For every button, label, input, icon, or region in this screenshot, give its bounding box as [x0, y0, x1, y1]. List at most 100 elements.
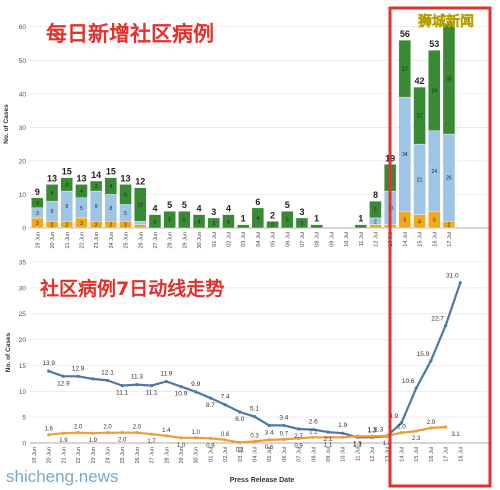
top-x-tick-label: 29 Jun — [182, 232, 188, 249]
bottom-x-tick-label: 18 Jul — [458, 447, 464, 462]
bar-total-label: 5 — [167, 200, 172, 210]
bar-total-label: 1 — [241, 214, 246, 224]
bar-segment-label: 4 — [256, 216, 259, 222]
bar-segment — [178, 211, 191, 229]
bar-segment — [163, 211, 176, 229]
bar-total-label: 2 — [270, 210, 275, 220]
bottom-x-tick-label: 09 Jul — [326, 447, 332, 462]
blue-data-label: 1.1 — [368, 426, 377, 433]
bottom-x-tick-label: 16 Jul — [429, 447, 435, 462]
bar-total-label: 42 — [415, 76, 425, 86]
top-x-tick-label: 25 Jun — [124, 232, 130, 249]
top-x-tick-label: 12 Jul — [373, 232, 379, 247]
bar-total-label: 3 — [211, 207, 216, 217]
blue-data-point — [252, 415, 257, 419]
bottom-x-tick-label: 11 Jul — [355, 447, 361, 461]
bar-total-label: 4 — [197, 204, 202, 214]
bottom-y-tick-label: 20 — [19, 337, 27, 344]
top-x-tick-label: 24 Jun — [109, 232, 115, 249]
bottom-x-tick-label: 17 Jul — [444, 447, 450, 462]
bar-segment-label: 2 — [51, 223, 54, 229]
bar-segment — [266, 221, 279, 229]
orange-data-point — [282, 437, 286, 441]
top-x-tick-label: 04 Jul — [256, 232, 262, 247]
orange-data-point — [326, 435, 330, 439]
top-x-tick-label: 05 Jul — [271, 232, 277, 247]
bar-segment-label: 3 — [301, 221, 304, 227]
bar-segment-label: 6 — [51, 209, 54, 215]
top-x-tick-label: 15 Jul — [418, 232, 424, 247]
bar-total-label: 1 — [358, 214, 363, 224]
bar-segment-label: 10 — [137, 203, 143, 209]
bottom-x-tick-label: 08 Jul — [311, 447, 317, 462]
bar-segment — [428, 49, 441, 131]
blue-data-label: 11.9 — [160, 370, 173, 377]
bar-total-label: 14 — [91, 170, 101, 180]
blue-data-label: 12.9 — [57, 380, 70, 387]
bottom-x-tick-label: 06 Jul — [282, 447, 288, 462]
blue-data-point — [223, 403, 227, 407]
top-x-tick-label: 14 Jul — [403, 232, 409, 247]
top-x-tick-label: 09 Jul — [329, 232, 335, 247]
orange-trend-line — [48, 425, 446, 444]
blue-data-point — [164, 379, 168, 384]
bar-segment-label: 3 — [36, 211, 39, 217]
bar-segment-label: 6 — [124, 192, 127, 198]
bar-segment — [236, 224, 250, 229]
bar-segment-label: 3 — [36, 201, 39, 207]
blue-data-label: 2.7 — [294, 433, 303, 440]
bar-segment-label: 4 — [418, 219, 421, 225]
bar-segment — [413, 86, 426, 145]
bottom-x-tick-label: 29 Jun — [179, 447, 185, 464]
bar-segment-label: 26 — [446, 176, 452, 182]
bar-segment — [119, 184, 132, 205]
top-x-tick-label: 19 Jun — [35, 232, 41, 249]
orange-data-label: 1.3 — [368, 428, 377, 434]
orange-data-label: 1.3 — [353, 441, 362, 447]
orange-data-point — [399, 431, 404, 435]
orange-data-point — [135, 431, 139, 435]
bar-segment-label: 5 — [80, 206, 83, 212]
blue-trend-line — [48, 282, 462, 439]
orange-data-label: 0.9 — [294, 443, 303, 449]
bottom-x-tick-label: 23 Jun — [91, 447, 97, 464]
orange-data-point — [341, 435, 345, 439]
bar-segment-label: 3 — [36, 221, 39, 227]
bottom-y-tick-label: 10 — [19, 389, 27, 396]
bottom-y-tick-label: 5 — [22, 415, 26, 422]
top-x-tick-label: 06 Jul — [285, 232, 291, 247]
bottom-x-tick-label: 03 Jul — [238, 447, 244, 462]
blue-data-label: 15.9 — [417, 351, 430, 358]
blue-data-label: 10.9 — [175, 391, 188, 398]
blue-data-label: 10.6 — [402, 378, 415, 385]
orange-data-label: 1.4 — [162, 428, 171, 434]
blue-data-point — [135, 382, 139, 387]
bar-total-label: 13 — [47, 173, 57, 183]
bottom-chart-title: 社区病例7日动线走势 — [39, 277, 224, 300]
orange-data-label: 0.9 — [206, 443, 215, 449]
orange-data-label: 0.3 — [250, 433, 259, 439]
bar-segment — [442, 23, 456, 135]
bar-segment-label: 5 — [374, 208, 377, 214]
orange-data-point — [150, 432, 154, 436]
bar-segment-label: 24 — [431, 88, 437, 94]
blue-data-point — [311, 427, 315, 432]
bar-segment-label: 2 — [374, 219, 377, 225]
top-x-tick-label: 02 Jul — [226, 232, 232, 247]
bar-segment-label: 4 — [80, 189, 83, 195]
bar-segment — [31, 197, 44, 209]
orange-data-point — [238, 440, 242, 445]
blue-data-label: 13.9 — [42, 360, 55, 367]
bar-segment — [134, 224, 147, 229]
orange-data-label: 1.6 — [45, 427, 54, 433]
orange-data-label: 0.7 — [280, 431, 289, 437]
orange-data-point — [297, 436, 301, 440]
blue-data-point — [238, 410, 242, 414]
orange-data-point — [385, 434, 389, 438]
bottom-x-tick-label: 21 Jun — [61, 447, 67, 464]
blue-data-label: 12.9 — [72, 365, 85, 372]
top-x-tick-label: 22 Jun — [79, 232, 85, 249]
orange-data-point — [47, 433, 51, 437]
blue-data-label: 9.9 — [191, 381, 200, 388]
